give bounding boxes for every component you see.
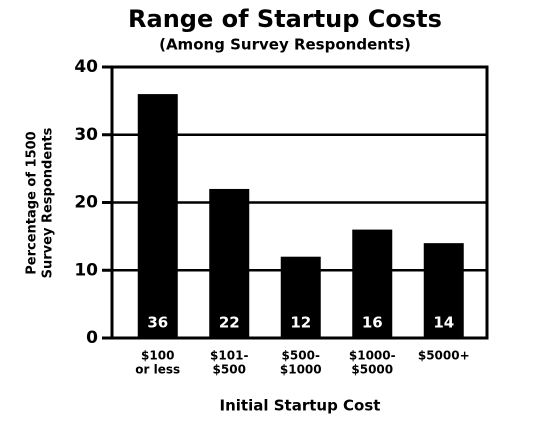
bar <box>209 188 250 338</box>
x-tick-label: $101- <box>210 349 248 363</box>
value-label: 16 <box>362 314 383 332</box>
value-label: 12 <box>290 314 311 332</box>
x-tick-label: $500 <box>213 363 246 377</box>
x-tick-label: or less <box>135 363 180 377</box>
y-tick-label: 10 <box>74 260 98 280</box>
bar <box>352 229 393 338</box>
value-label: 36 <box>147 314 168 332</box>
x-tick-label: $5000 <box>351 363 393 377</box>
x-tick-label: $100 <box>141 349 174 363</box>
x-axis-label: Initial Startup Cost <box>220 397 381 415</box>
value-label: 22 <box>219 314 240 332</box>
chart-title: Range of Startup Costs <box>128 5 442 33</box>
y-axis-label-line: Percentage of 1500 <box>25 131 40 274</box>
y-tick-label: 0 <box>86 328 98 348</box>
x-tick-label: $5000+ <box>418 349 470 363</box>
chart-subtitle: (Among Survey Respondents) <box>159 36 411 54</box>
x-tick-label: $1000 <box>280 363 322 377</box>
value-label: 14 <box>433 314 454 332</box>
y-tick-label: 20 <box>74 193 98 213</box>
y-axis-label-line: Survey Respondents <box>41 127 56 278</box>
y-tick-label: 30 <box>74 125 98 145</box>
x-tick-label: $1000- <box>349 349 396 363</box>
bar <box>423 243 464 338</box>
y-axis-label: Percentage of 1500 Survey Respondents <box>25 127 56 278</box>
y-tick-label: 40 <box>74 57 98 77</box>
bar <box>137 94 178 338</box>
x-tick-label: $500- <box>282 349 320 363</box>
bar <box>280 256 321 338</box>
